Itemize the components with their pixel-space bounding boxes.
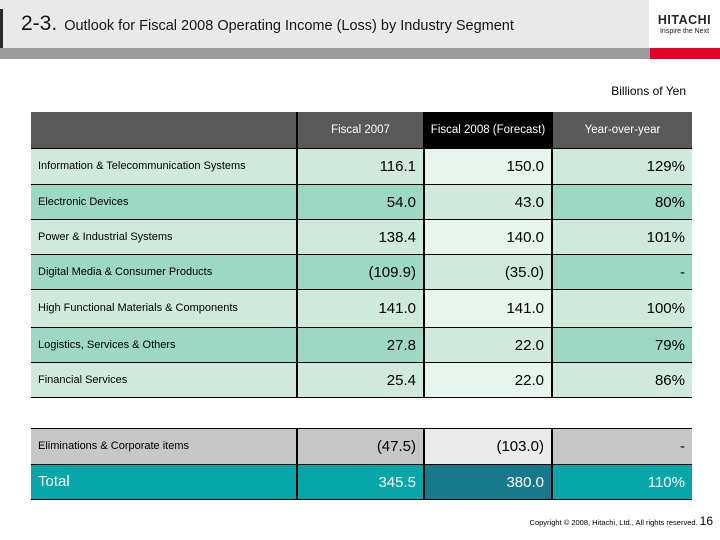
cell-segment-label: Logistics, Services & Others xyxy=(31,328,296,362)
title-band: 2-3. Outlook for Fiscal 2008 Operating In… xyxy=(0,0,720,48)
header-c1: Fiscal 2007 xyxy=(296,112,423,148)
header-c2: Fiscal 2008 (Forecast) xyxy=(423,112,551,148)
table-row: Information & Telecommunication Systems 1… xyxy=(31,149,692,185)
divider-bar-red xyxy=(650,48,720,59)
table-row: High Functional Materials & Components 14… xyxy=(31,290,692,328)
cell-segment-label: Information & Telecommunication Systems xyxy=(31,149,296,184)
cell-segment-label: Electronic Devices xyxy=(31,185,296,219)
cell-segment-label: Power & Industrial Systems xyxy=(31,220,296,254)
hitachi-logo: HITACHI Inspire the Next xyxy=(649,0,720,48)
cell-fiscal-2008-forecast: (103.0) xyxy=(423,429,551,464)
table-row: Electronic Devices 54.0 43.0 80% xyxy=(31,185,692,220)
total-row: Total 345.5 380.0 110% xyxy=(31,465,692,500)
cell-fiscal-2007: 138.4 xyxy=(296,220,423,254)
footer: Copyright © 2008, Hitachi, Ltd., All rig… xyxy=(530,514,713,528)
copyright-text: Copyright © 2008, Hitachi, Ltd., All rig… xyxy=(529,518,698,527)
cell-fiscal-2008-forecast: 22.0 xyxy=(423,328,551,362)
cell-fiscal-2007: (47.5) xyxy=(296,429,423,464)
cell-fiscal-2007: (109.9) xyxy=(296,255,423,289)
cell-year-over-year: 110% xyxy=(551,465,692,499)
table-header-row: Fiscal 2007 Fiscal 2008 (Forecast) Year-ov… xyxy=(31,112,692,149)
cell-fiscal-2008-forecast: (35.0) xyxy=(423,255,551,289)
cell-segment-label: Total xyxy=(31,465,296,499)
cell-fiscal-2008-forecast: 380.0 xyxy=(423,465,551,499)
cell-segment-label: Eliminations & Corporate items xyxy=(31,429,296,464)
table-gap xyxy=(31,398,692,428)
table-row: Digital Media & Consumer Products (109.9)… xyxy=(31,255,692,290)
units-label: Billions of Yen xyxy=(611,84,686,98)
title-accent-tick xyxy=(0,9,3,48)
section-number: 2-3. xyxy=(21,12,58,35)
cell-segment-label: Financial Services xyxy=(31,363,296,397)
cell-year-over-year: 101% xyxy=(551,220,692,254)
segment-income-table: Fiscal 2007 Fiscal 2008 (Forecast) Year-ov… xyxy=(31,112,692,500)
cell-year-over-year: - xyxy=(551,255,692,289)
cell-fiscal-2007: 54.0 xyxy=(296,185,423,219)
cell-year-over-year: 79% xyxy=(551,328,692,362)
cell-fiscal-2007: 141.0 xyxy=(296,290,423,327)
cell-year-over-year: 86% xyxy=(551,363,692,397)
logo-tagline-text: Inspire the Next xyxy=(659,27,710,35)
logo-brand-text: HITACHI xyxy=(657,12,712,27)
page-title: 2-3. Outlook for Fiscal 2008 Operating In… xyxy=(21,12,514,36)
table-row: Financial Services 25.4 22.0 86% xyxy=(31,363,692,398)
cell-fiscal-2008-forecast: 22.0 xyxy=(423,363,551,397)
table-row: Power & Industrial Systems 138.4 140.0 101% xyxy=(31,220,692,255)
cell-fiscal-2007: 25.4 xyxy=(296,363,423,397)
header-c0 xyxy=(31,112,296,148)
cell-year-over-year: - xyxy=(551,429,692,464)
cell-fiscal-2008-forecast: 140.0 xyxy=(423,220,551,254)
divider-bar-gray xyxy=(0,48,650,59)
page-number: 16 xyxy=(699,514,713,528)
cell-year-over-year: 80% xyxy=(551,185,692,219)
cell-fiscal-2008-forecast: 141.0 xyxy=(423,290,551,327)
cell-segment-label: Digital Media & Consumer Products xyxy=(31,255,296,289)
cell-year-over-year: 129% xyxy=(551,149,692,184)
cell-fiscal-2007: 116.1 xyxy=(296,149,423,184)
header-c3: Year-over-year xyxy=(551,112,692,148)
cell-segment-label: High Functional Materials & Components xyxy=(31,290,296,327)
cell-fiscal-2008-forecast: 43.0 xyxy=(423,185,551,219)
title-text: Outlook for Fiscal 2008 Operating Income… xyxy=(64,18,514,34)
table-row: Logistics, Services & Others 27.8 22.0 79% xyxy=(31,328,692,363)
cell-fiscal-2007: 27.8 xyxy=(296,328,423,362)
eliminations-row: Eliminations & Corporate items (47.5) (103… xyxy=(31,428,692,465)
cell-year-over-year: 100% xyxy=(551,290,692,327)
cell-fiscal-2007: 345.5 xyxy=(296,465,423,499)
cell-fiscal-2008-forecast: 150.0 xyxy=(423,149,551,184)
